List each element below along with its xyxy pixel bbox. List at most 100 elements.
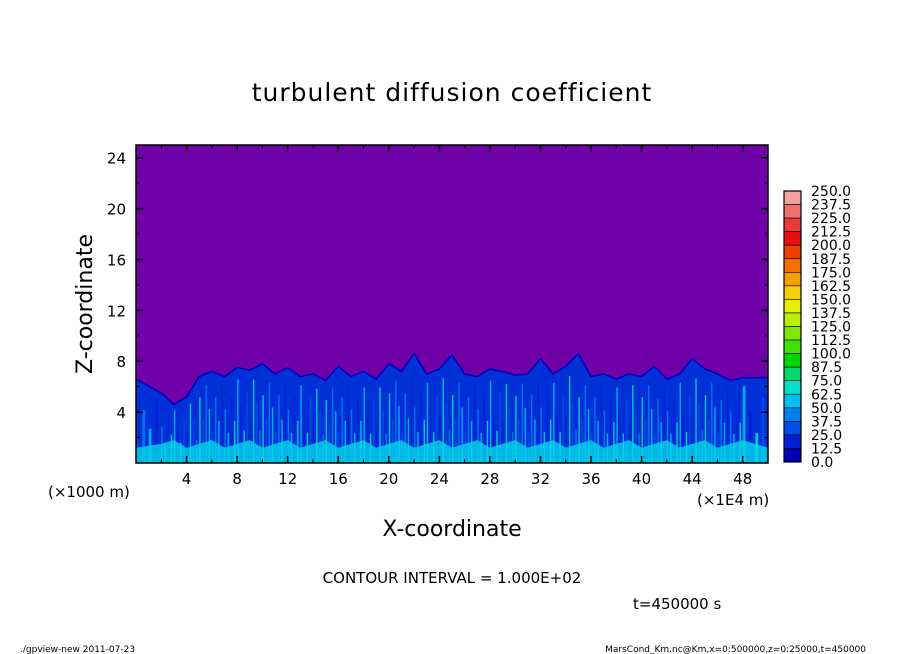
chart-title: turbulent diffusion coefficient [252,78,653,107]
field-stripe [521,384,523,463]
field-stripe [711,382,713,463]
field-stripe [363,387,365,463]
field-stripe [445,404,448,463]
field-stripe [644,420,647,463]
footer-left: ./gpview-new 2011-07-23 [20,645,135,654]
field-stripe [698,404,700,463]
field-stripe [610,398,612,463]
field-stripe [183,418,185,463]
field-stripe [477,408,479,463]
field-stripe [489,380,492,463]
colorbar-swatch [783,244,802,260]
field-stripe [218,420,220,463]
field-stripe [689,395,691,463]
field-stripe [572,402,574,463]
colorbar-swatch [783,434,802,449]
field-stripe [246,392,249,463]
field-stripe [651,408,653,463]
field-stripe [518,420,520,463]
colorbar-tick-label: 125.0 [811,320,851,336]
colorbar-tick-label: 87.5 [811,360,842,376]
colorbar-tick-label: 12.5 [811,441,842,457]
field-stripe [486,420,489,463]
field-stripe [407,418,410,463]
field-stripe [647,385,650,463]
field-stripe [682,407,685,463]
x-tick-label: 48 [733,470,752,488]
field-stripe [666,410,669,463]
y-tick-label: 12 [107,302,126,320]
field-stripe [657,398,659,463]
x-unit-label: (×1E4 m) [697,491,769,509]
field-stripe [341,397,343,463]
field-stripe [319,411,321,463]
field-stripe [749,409,752,463]
plot-frame [135,144,769,464]
colorbar-swatch [783,326,802,341]
field-stripe [714,407,716,463]
field-stripe [505,384,508,463]
field-stripe [527,431,530,463]
field-stripe [208,408,211,463]
field-stripe [303,408,305,463]
colorbar-swatch [783,366,802,381]
colorbar-tick-label: 75.0 [811,374,842,390]
y-tick-label: 24 [107,150,126,168]
colorbar-tick-label: 25.0 [811,428,842,444]
colorbar-swatch [783,285,802,300]
field-stripe [294,397,296,463]
field-stripe [376,422,378,463]
field-stripe [594,397,596,463]
field-stripe [287,408,290,463]
field-stripe [357,397,359,463]
field-stripe [581,420,583,463]
surface-layer [136,440,768,463]
field-layer [136,352,768,463]
colorbar-tick-label: 62.5 [811,387,842,403]
field-stripe [458,382,460,463]
y-axis-title: Z-coordinate [73,234,98,374]
field-stripe [256,404,258,463]
field-stripe [199,397,201,463]
x-tick-label: 24 [430,470,449,488]
field-stripe [442,378,444,463]
field-stripe [192,421,195,463]
field-stripe [382,410,384,463]
field-stripe [410,380,413,463]
y-unit-label: (×1000 m) [48,483,130,501]
field-stripe [679,382,681,463]
field-stripe [553,382,555,463]
field-stripe [284,382,286,463]
y-tick-label: 20 [107,201,126,219]
field-stripe [537,382,539,463]
field-stripe [597,420,599,463]
field-stripe [439,417,441,463]
field-stripe [619,410,621,463]
field-stripe [436,395,438,463]
colorbar-tick-label: 187.5 [811,252,851,268]
field-stripe [240,404,242,463]
field-stripe [534,419,536,463]
field-stripe [673,398,675,463]
field-stripe [515,396,517,463]
colorbar-swatch [783,393,802,409]
field-stripe [335,411,337,463]
field-stripe [531,395,533,463]
x-tick-label: 28 [480,470,499,488]
field-stripe [565,415,568,463]
field-stripe [635,408,637,463]
colorbar-tick-label: 237.5 [811,198,851,214]
colorbar-swatch [783,217,802,232]
colorbar-tick-label: 100.0 [811,347,851,363]
field-stripe [474,385,476,463]
field-stripe [632,385,634,463]
time-label: t=450000 s [633,595,721,613]
boundary-layer-top-line [136,352,768,406]
y-tick-label: 16 [107,251,126,269]
colorbar-tick-label: 162.5 [811,279,851,295]
field-stripe [736,399,738,463]
x-axis-title: X-coordinate [382,517,521,542]
field-stripe [224,408,226,463]
